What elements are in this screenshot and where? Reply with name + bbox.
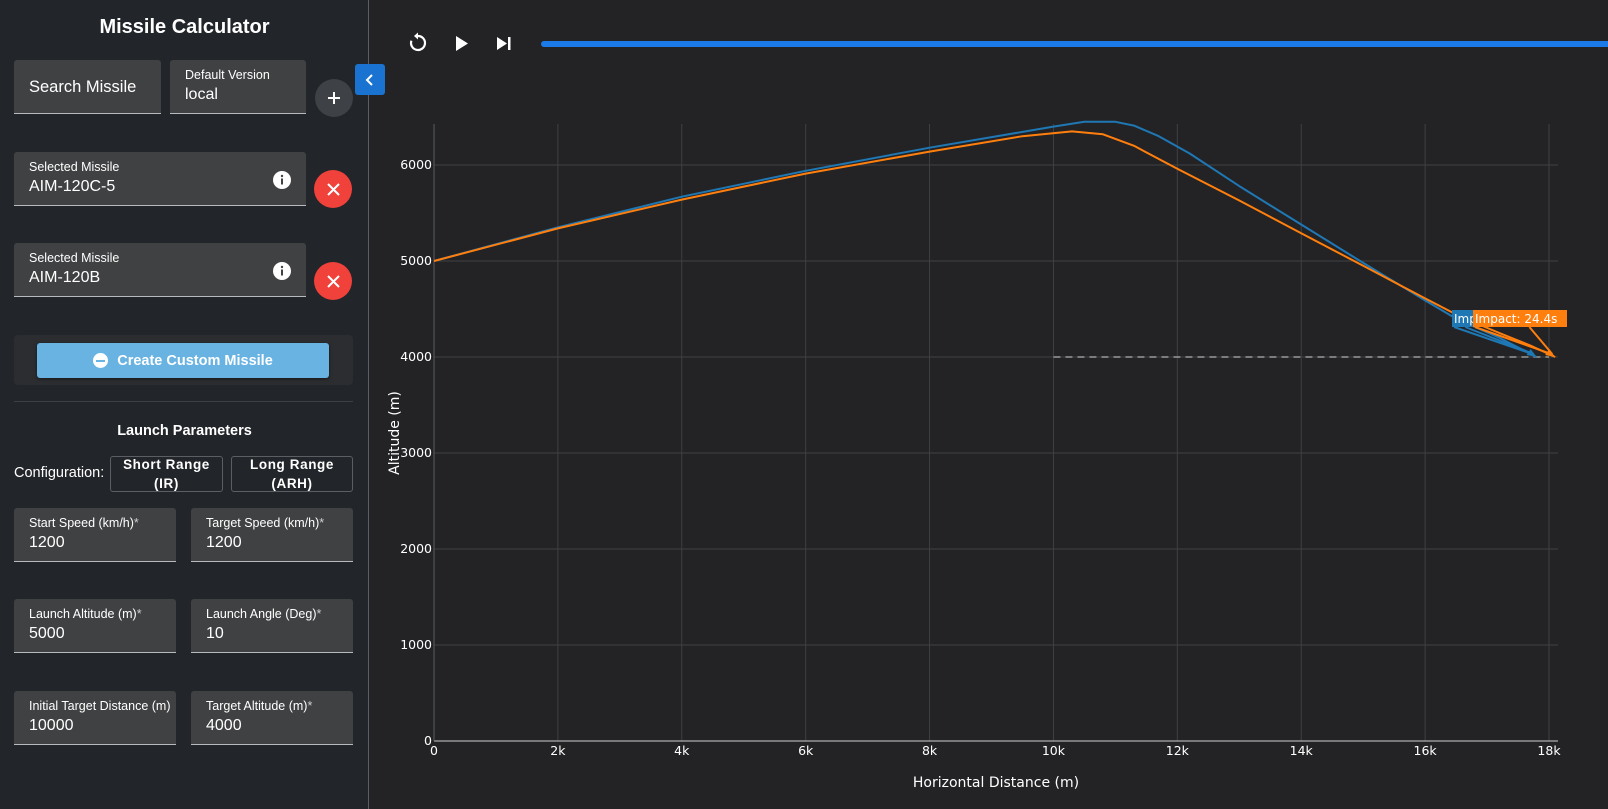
selected-missile-label: Selected Missile	[29, 251, 120, 265]
y-tick-label: 4000	[400, 349, 432, 364]
x-tick-label: 10k	[1042, 743, 1066, 758]
plus-icon	[328, 92, 340, 104]
series-lines	[433, 120, 1556, 358]
field-value: 10	[206, 625, 224, 642]
info-icon[interactable]	[272, 261, 292, 281]
config-option-label: Long Range (ARH)	[250, 457, 334, 491]
annotation-box	[1452, 310, 1474, 327]
x-tick-label: 8k	[922, 743, 938, 758]
field-label: Launch Angle (Deg)*	[206, 607, 322, 621]
add-missile-button[interactable]	[315, 79, 353, 117]
divider	[14, 401, 353, 402]
version-label: Default Version	[185, 68, 270, 82]
field-value: 10000	[29, 717, 74, 734]
config-short-range-button[interactable]: Short Range (IR)	[110, 456, 223, 492]
chevron-left-icon	[365, 73, 373, 86]
target-altitude-input[interactable]: Target Altitude (m)* 4000	[191, 691, 353, 745]
restart-icon[interactable]	[407, 32, 429, 54]
annotation-arrow	[1528, 326, 1553, 355]
x-tick-label: 2k	[550, 743, 566, 758]
remove-missile-button-1[interactable]	[314, 170, 352, 208]
x-tick-label: 12k	[1166, 743, 1190, 758]
x-tick-label: 16k	[1414, 743, 1438, 758]
close-icon	[326, 182, 340, 196]
field-label: Initial Target Distance (m)	[29, 699, 171, 713]
trajectory-chart: 0 2k 4k 6k 8k 10k 12k 14k 16k 18k 0 1000 2000 3000 40…	[387, 120, 1567, 791]
sidebar: Missile Calculator Search Missile Defaul…	[0, 0, 369, 809]
field-value: 5000	[29, 625, 65, 642]
minus-circle-icon	[93, 353, 109, 368]
y-tick-label: 3000	[400, 445, 432, 460]
create-custom-missile-label: Create Custom Missile	[117, 352, 273, 369]
launch-altitude-input[interactable]: Launch Altitude (m)* 5000	[14, 599, 176, 653]
start-speed-input[interactable]: Start Speed (km/h)* 1200	[14, 508, 176, 562]
annotation-arrowhead	[1545, 349, 1556, 357]
play-icon[interactable]	[455, 35, 469, 52]
config-option-label: Short Range (IR)	[123, 457, 210, 491]
selected-missile-field-1[interactable]: Selected Missile AIM-120C-5	[14, 152, 306, 206]
launch-parameters-title: Launch Parameters	[117, 423, 252, 439]
skip-end-icon[interactable]	[496, 36, 512, 51]
trajectory-line	[433, 120, 1538, 358]
y-tick-labels: 0 1000 2000 3000 4000 5000 6000	[400, 157, 432, 748]
y-tick-label: 1000	[400, 637, 432, 652]
x-tick-label: 0	[430, 743, 438, 758]
x-tick-label: 18k	[1537, 743, 1561, 758]
create-custom-missile-button[interactable]: Create Custom Missile	[37, 343, 329, 378]
x-tick-label: 14k	[1290, 743, 1314, 758]
config-long-range-button[interactable]: Long Range (ARH)	[231, 456, 353, 492]
remove-missile-button-2[interactable]	[314, 262, 352, 300]
configuration-label: Configuration:	[14, 465, 105, 481]
collapse-sidebar-button[interactable]	[355, 64, 385, 95]
selected-missile-label: Selected Missile	[29, 160, 120, 174]
launch-angle-input[interactable]: Launch Angle (Deg)* 10	[191, 599, 353, 653]
annotation-box	[1473, 310, 1567, 327]
info-icon[interactable]	[272, 170, 292, 190]
selected-missile-value: AIM-120B	[29, 269, 101, 286]
x-tick-label: 4k	[674, 743, 690, 758]
x-axis-label: Horizontal Distance (m)	[913, 775, 1079, 791]
annotation-arrow	[1464, 326, 1534, 355]
field-label: Target Altitude (m)*	[206, 699, 313, 713]
annotation-label: Impact: 24.4s	[1475, 312, 1557, 326]
annotation-label: Imp	[1454, 312, 1477, 326]
field-value: 1200	[29, 534, 65, 551]
annotation-arrow	[1474, 326, 1552, 355]
y-tick-label: 5000	[400, 253, 432, 268]
playback-progress-bar[interactable]	[541, 41, 1608, 47]
y-tick-label: 6000	[400, 157, 432, 172]
x-tick-labels: 0 2k 4k 6k 8k 10k 12k 14k 16k 18k	[430, 743, 1561, 758]
selected-missile-field-2[interactable]: Selected Missile AIM-120B	[14, 243, 306, 297]
initial-target-distance-input[interactable]: Initial Target Distance (m) 10000	[14, 691, 176, 745]
search-missile-input[interactable]: Search Missile	[14, 60, 161, 114]
field-value: 4000	[206, 717, 242, 734]
y-tick-label: 2000	[400, 541, 432, 556]
field-value: 1200	[206, 534, 242, 551]
field-label: Launch Altitude (m)*	[29, 607, 142, 621]
field-label: Target Speed (km/h)*	[206, 516, 325, 530]
page-title: Missile Calculator	[99, 16, 270, 38]
close-icon	[326, 274, 340, 288]
target-speed-input[interactable]: Target Speed (km/h)* 1200	[191, 508, 353, 562]
selected-missile-value: AIM-120C-5	[29, 178, 116, 195]
custom-missile-panel: Create Custom Missile	[14, 335, 353, 385]
y-axis-label: Altitude (m)	[387, 391, 403, 475]
y-tick-label: 0	[424, 733, 432, 748]
version-select[interactable]: Default Version local	[170, 60, 306, 114]
x-tick-label: 6k	[798, 743, 814, 758]
annotation-arrowhead	[1526, 349, 1537, 357]
search-missile-label: Search Missile	[29, 78, 137, 96]
field-label: Start Speed (km/h)*	[29, 516, 139, 530]
version-value: local	[185, 86, 218, 103]
